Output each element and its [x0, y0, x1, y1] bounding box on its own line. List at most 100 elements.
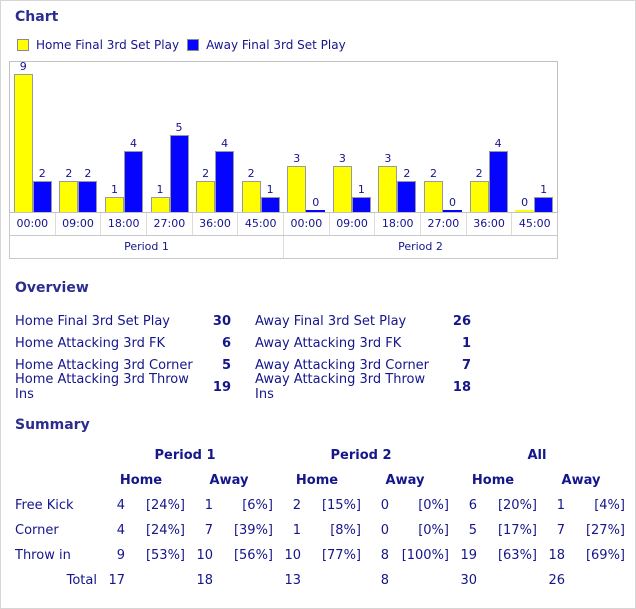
away-bar-column: 2: [32, 168, 52, 212]
summary-empty-cell: [477, 568, 537, 593]
overview-stat-value: 5: [221, 357, 231, 373]
overview-row: Home Final 3rd Set Play 30 Away Final 3rd …: [15, 310, 635, 332]
away-legend-swatch: [187, 39, 200, 51]
x-axis-tick-label: 09:00: [328, 213, 375, 235]
overview-stat-label: Away Attacking 3rd Corner: [255, 357, 430, 373]
home-bar-column: 3: [332, 153, 352, 212]
summary-empty-cell: [565, 568, 625, 593]
home-bar: [423, 181, 443, 212]
home-bar: [332, 166, 352, 212]
home-bar-column: 2: [241, 168, 261, 212]
home-bar: [515, 210, 535, 212]
summary-empty-cell: [213, 568, 273, 593]
summary-group-header: All: [527, 448, 547, 463]
summary-count-cell: 1: [556, 498, 565, 513]
bar-value-label: 2: [475, 167, 483, 180]
overview-stat-value: 1: [461, 335, 471, 351]
home-bar-column: 2: [469, 167, 489, 212]
summary-table-head: Period 1 Period 2 All Home Away Home Away Home A…: [15, 443, 625, 493]
home-bar: [241, 181, 261, 212]
bar-value-label: 3: [293, 152, 301, 165]
summary-percent-cell: [0%]: [418, 523, 449, 538]
summary-group-header: Period 2: [330, 448, 392, 463]
summary-count-cell: 7: [204, 523, 213, 538]
x-axis-tick-label: 00:00: [16, 217, 49, 230]
summary-percent-cell: [56%]: [233, 548, 273, 563]
bar-value-label: 9: [19, 60, 27, 73]
home-legend-swatch: [17, 39, 29, 51]
home-bar-column: 0: [515, 197, 535, 212]
summary-total-value: 8: [380, 573, 389, 588]
overview-stat-value: 19: [212, 379, 231, 395]
summary-percent-cell: [53%]: [145, 548, 185, 563]
away-bar: [442, 210, 462, 212]
period-axis-label: Period 1: [124, 240, 169, 253]
away-bar: [78, 181, 98, 212]
x-axis-tick-label: 18:00: [374, 213, 420, 235]
summary-total-value: 26: [548, 573, 565, 588]
summary-sub-header-row: Home Away Home Away Home Away: [15, 468, 625, 493]
x-axis-tick-label: 27:00: [146, 213, 192, 235]
summary-side-header: Away: [209, 473, 249, 488]
away-bar-column: 4: [488, 138, 508, 212]
away-bar: [215, 151, 235, 212]
overview-stat-label: Away Attacking 3rd Throw Ins: [255, 372, 426, 402]
x-axis-tick-label: 00:00: [283, 213, 329, 235]
summary-count-cell: 9: [116, 548, 125, 563]
summary-count-cell: 0: [380, 523, 389, 538]
summary-count-cell: 1: [292, 523, 301, 538]
overview-stat-label: Home Attacking 3rd Corner: [15, 357, 193, 373]
bar-value-label: 1: [540, 183, 548, 196]
away-bar: [397, 181, 417, 212]
summary-count-cell: 10: [196, 548, 213, 563]
away-bar-column: 1: [534, 183, 554, 212]
summary-group-header-row: Period 1 Period 2 All: [15, 443, 625, 468]
overview-stat-label: Home Attacking 3rd FK: [15, 335, 166, 351]
overview-stat-value: 26: [452, 313, 471, 329]
bar-value-label: 5: [175, 121, 183, 134]
home-bar: [287, 166, 307, 212]
summary-percent-cell: [20%]: [497, 498, 537, 513]
overview-stat-value: 6: [221, 335, 231, 351]
summary-percent-cell: [100%]: [401, 548, 449, 563]
away-bar: [351, 197, 371, 212]
chart-legend: Home Final 3rd Set Play Away Final 3rd S…: [17, 38, 635, 52]
summary-total-value: 18: [196, 573, 213, 588]
overview-stat-label: Home Final 3rd Set Play: [15, 313, 170, 329]
summary-empty-cell: [125, 568, 185, 593]
home-bar-column: 1: [150, 184, 170, 212]
summary-total-value: 17: [108, 573, 125, 588]
summary-total-value: 30: [460, 573, 477, 588]
x-axis-tick-label: 36:00: [465, 213, 512, 235]
overview-stat-value: 30: [212, 313, 231, 329]
overview-stat-label: Home Attacking 3rd Throw Ins: [15, 372, 189, 402]
home-bar-column: 2: [196, 167, 216, 212]
summary-percent-cell: [15%]: [321, 498, 361, 513]
summary-percent-cell: [39%]: [233, 523, 273, 538]
chart-section-title: Chart: [15, 9, 59, 25]
home-legend-label: Home Final 3rd Set Play: [36, 38, 180, 52]
chart-ticks: 00:00 09:00 18:00 27:00 36:00 45:00 00:00 09:00…: [9, 213, 558, 236]
bar-value-label: 2: [202, 167, 210, 180]
home-bar: [469, 181, 489, 212]
away-bar: [123, 151, 143, 212]
bar-value-label: 0: [312, 196, 320, 209]
away-bar-column: 0: [442, 197, 462, 212]
x-axis-tick-label: 09:00: [54, 213, 101, 235]
summary-percent-cell: [24%]: [145, 498, 185, 513]
away-bar-column: 1: [351, 184, 371, 212]
summary-section-title: Summary: [15, 417, 90, 433]
away-bar: [169, 135, 189, 212]
home-bar: [150, 197, 170, 212]
summary-count-cell: 1: [204, 498, 213, 513]
home-bar-column: 1: [104, 184, 124, 212]
away-legend-label: Away Final 3rd Set Play: [206, 38, 346, 52]
home-bar: [104, 197, 124, 212]
